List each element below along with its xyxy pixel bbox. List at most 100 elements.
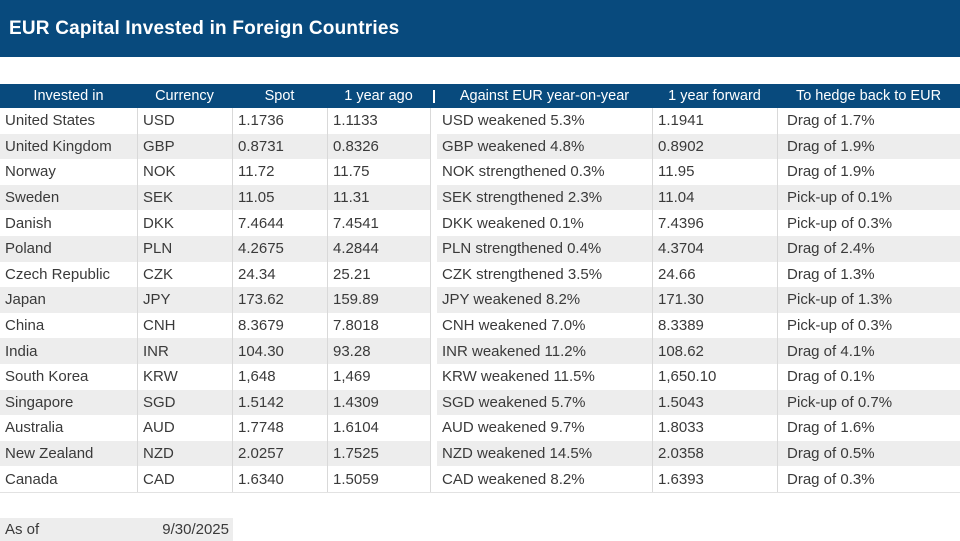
cell-1-year-ago[interactable]: 1.1133 — [327, 108, 430, 134]
cell-invested-in[interactable]: Canada — [0, 466, 137, 492]
cell-hedge[interactable]: Drag of 2.4% — [777, 235, 960, 262]
cell-1-year-ago[interactable]: 11.75 — [327, 159, 430, 185]
cell-1-year-forward[interactable]: 1.5043 — [652, 389, 777, 416]
cell-against-eur[interactable]: NZD weakened 14.5% — [437, 440, 652, 467]
cell-spot[interactable]: 1.6340 — [232, 466, 327, 492]
cell-1-year-ago[interactable]: 7.8018 — [327, 312, 430, 339]
cell-currency[interactable]: CNH — [137, 312, 232, 339]
cell-1-year-ago[interactable]: 1,469 — [327, 363, 430, 390]
cell-1-year-forward[interactable]: 4.3704 — [652, 235, 777, 262]
cell-1-year-ago[interactable]: 93.28 — [327, 338, 430, 364]
cell-invested-in[interactable]: India — [0, 338, 137, 364]
cell-hedge[interactable]: Drag of 0.1% — [777, 363, 960, 390]
cell-hedge[interactable]: Drag of 1.6% — [777, 415, 960, 441]
cell-invested-in[interactable]: Norway — [0, 159, 137, 185]
cell-spot[interactable]: 0.8731 — [232, 133, 327, 160]
cell-spot[interactable]: 11.72 — [232, 159, 327, 185]
cell-currency[interactable]: JPY — [137, 287, 232, 313]
cell-invested-in[interactable]: Australia — [0, 415, 137, 441]
cell-spot[interactable]: 104.30 — [232, 338, 327, 364]
cell-spot[interactable]: 1.7748 — [232, 415, 327, 441]
column-header-invested-in[interactable]: Invested in — [33, 88, 104, 104]
cell-spot[interactable]: 8.3679 — [232, 312, 327, 339]
cell-spot[interactable]: 7.4644 — [232, 210, 327, 236]
cell-against-eur[interactable]: NOK strengthened 0.3% — [437, 159, 652, 185]
cell-1-year-ago[interactable]: 25.21 — [327, 261, 430, 288]
cell-1-year-forward[interactable]: 108.62 — [652, 338, 777, 364]
cell-spot[interactable]: 11.05 — [232, 184, 327, 211]
cell-currency[interactable]: AUD — [137, 415, 232, 441]
cell-currency[interactable]: INR — [137, 338, 232, 364]
cell-1-year-ago[interactable]: 7.4541 — [327, 210, 430, 236]
cell-invested-in[interactable]: Czech Republic — [0, 261, 137, 288]
cell-hedge[interactable]: Drag of 1.3% — [777, 261, 960, 288]
cell-hedge[interactable]: Pick-up of 1.3% — [777, 287, 960, 313]
cell-invested-in[interactable]: Singapore — [0, 389, 137, 416]
cell-hedge[interactable]: Pick-up of 0.3% — [777, 210, 960, 236]
column-header-1-year-forward[interactable]: 1 year forward — [668, 88, 761, 104]
cell-invested-in[interactable]: China — [0, 312, 137, 339]
cell-spot[interactable]: 173.62 — [232, 287, 327, 313]
cell-hedge[interactable]: Drag of 1.7% — [777, 108, 960, 134]
cell-1-year-forward[interactable]: 11.95 — [652, 159, 777, 185]
cell-against-eur[interactable]: CNH weakened 7.0% — [437, 312, 652, 339]
cell-hedge[interactable]: Pick-up of 0.3% — [777, 312, 960, 339]
cell-1-year-ago[interactable]: 1.5059 — [327, 466, 430, 492]
cell-invested-in[interactable]: United States — [0, 108, 137, 134]
cell-1-year-ago[interactable]: 11.31 — [327, 184, 430, 211]
cell-against-eur[interactable]: JPY weakened 8.2% — [437, 287, 652, 313]
cell-against-eur[interactable]: SGD weakened 5.7% — [437, 389, 652, 416]
cell-against-eur[interactable]: PLN strengthened 0.4% — [437, 235, 652, 262]
cell-currency[interactable]: CZK — [137, 261, 232, 288]
cell-currency[interactable]: GBP — [137, 133, 232, 160]
cell-against-eur[interactable]: GBP weakened 4.8% — [437, 133, 652, 160]
cell-against-eur[interactable]: INR weakened 11.2% — [437, 338, 652, 364]
cell-spot[interactable]: 1.5142 — [232, 389, 327, 416]
cell-against-eur[interactable]: USD weakened 5.3% — [437, 108, 652, 134]
cell-spot[interactable]: 24.34 — [232, 261, 327, 288]
cell-invested-in[interactable]: South Korea — [0, 363, 137, 390]
column-header-against-eur-yoy[interactable]: Against EUR year-on-year — [459, 88, 630, 104]
cell-1-year-forward[interactable]: 1.8033 — [652, 415, 777, 441]
cell-currency[interactable]: USD — [137, 108, 232, 134]
column-header-currency[interactable]: Currency — [155, 88, 214, 104]
cell-currency[interactable]: SGD — [137, 389, 232, 416]
cell-hedge[interactable]: Drag of 1.9% — [777, 159, 960, 185]
cell-1-year-ago[interactable]: 1.4309 — [327, 389, 430, 416]
cell-invested-in[interactable]: Danish — [0, 210, 137, 236]
cell-spot[interactable]: 2.0257 — [232, 440, 327, 467]
cell-1-year-forward[interactable]: 24.66 — [652, 261, 777, 288]
cell-1-year-forward[interactable]: 8.3389 — [652, 312, 777, 339]
cell-hedge[interactable]: Pick-up of 0.1% — [777, 184, 960, 211]
column-header-spot[interactable]: Spot — [264, 88, 295, 104]
title-bar[interactable]: EUR Capital Invested in Foreign Countrie… — [0, 0, 960, 57]
cell-hedge[interactable]: Drag of 0.5% — [777, 440, 960, 467]
cell-currency[interactable]: PLN — [137, 235, 232, 262]
cell-against-eur[interactable]: CZK strengthened 3.5% — [437, 261, 652, 288]
column-header-hedge-back-to-eur[interactable]: To hedge back to EUR — [795, 88, 942, 104]
cell-against-eur[interactable]: DKK weakened 0.1% — [437, 210, 652, 236]
cell-invested-in[interactable]: United Kingdom — [0, 133, 137, 160]
cell-currency[interactable]: NOK — [137, 159, 232, 185]
cell-1-year-forward[interactable]: 11.04 — [652, 184, 777, 211]
cell-1-year-ago[interactable]: 159.89 — [327, 287, 430, 313]
cell-against-eur[interactable]: KRW weakened 11.5% — [437, 363, 652, 390]
cell-1-year-forward[interactable]: 7.4396 — [652, 210, 777, 236]
cell-1-year-forward[interactable]: 1.6393 — [652, 466, 777, 492]
cell-invested-in[interactable]: New Zealand — [0, 440, 137, 467]
cell-hedge[interactable]: Drag of 1.9% — [777, 133, 960, 160]
cell-1-year-ago[interactable]: 4.2844 — [327, 235, 430, 262]
column-header-1-year-ago[interactable]: 1 year ago — [344, 88, 413, 104]
cell-against-eur[interactable]: SEK strengthened 2.3% — [437, 184, 652, 211]
cell-currency[interactable]: KRW — [137, 363, 232, 390]
cell-spot[interactable]: 1,648 — [232, 363, 327, 390]
cell-currency[interactable]: DKK — [137, 210, 232, 236]
cell-hedge[interactable]: Pick-up of 0.7% — [777, 389, 960, 416]
cell-hedge[interactable]: Drag of 4.1% — [777, 338, 960, 364]
cell-1-year-forward[interactable]: 1.1941 — [652, 108, 777, 134]
cell-1-year-forward[interactable]: 171.30 — [652, 287, 777, 313]
cell-against-eur[interactable]: CAD weakened 8.2% — [437, 466, 652, 492]
cell-1-year-ago[interactable]: 1.7525 — [327, 440, 430, 467]
cell-invested-in[interactable]: Sweden — [0, 184, 137, 211]
cell-1-year-forward[interactable]: 0.8902 — [652, 133, 777, 160]
